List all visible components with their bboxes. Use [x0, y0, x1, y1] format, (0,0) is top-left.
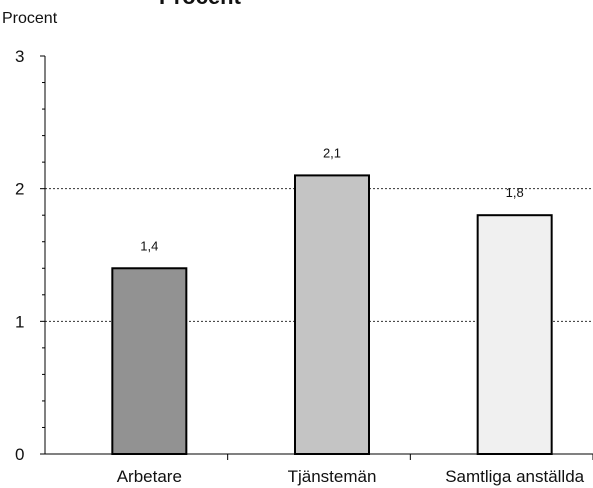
labels: 0 1 2 3 1,4 Arbetare 2,1 Tjänstemän 1,8 Samtliga …: [15, 47, 585, 486]
y-axis-unit-label: Procent: [2, 10, 58, 27]
data-label-3: 1,8: [506, 185, 524, 200]
bar-2: [294, 174, 370, 455]
category-label-2: Tjänstemän: [288, 467, 377, 486]
chart-title: Procent: [159, 0, 242, 9]
bar-3: [476, 214, 553, 455]
axes: [40, 55, 593, 460]
y-tick-label-2: 2: [15, 180, 24, 199]
category-label-3: Samtliga anställda: [445, 467, 584, 486]
bars: [111, 174, 553, 455]
data-label-1: 1,4: [140, 238, 158, 253]
y-tick-label-1: 1: [15, 312, 24, 331]
y-tick-label-3: 3: [15, 47, 24, 66]
data-label-2: 2,1: [323, 145, 341, 160]
category-label-1: Arbetare: [117, 467, 182, 486]
bar-1: [111, 267, 188, 455]
y-tick-label-0: 0: [15, 445, 24, 464]
